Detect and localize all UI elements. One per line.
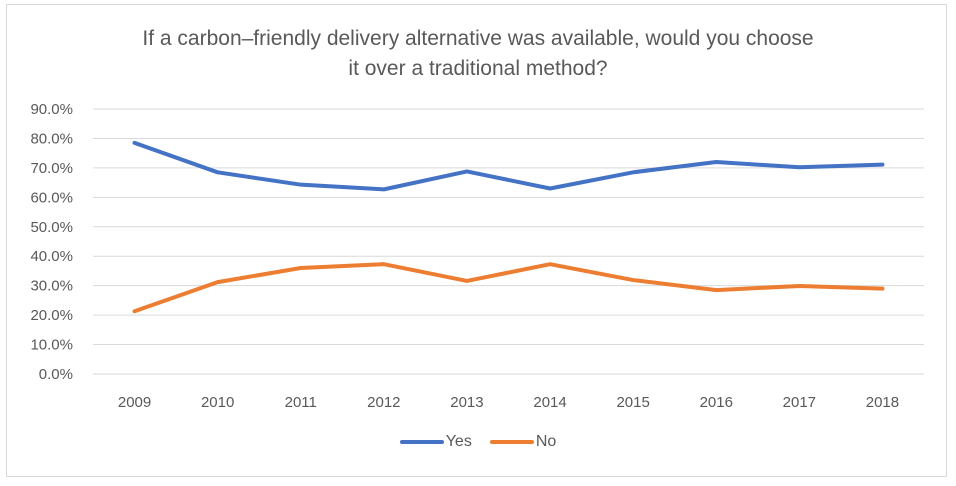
y-tick-label: 70.0% xyxy=(30,160,73,177)
x-tick-label: 2010 xyxy=(201,394,234,411)
y-tick-label: 50.0% xyxy=(30,219,73,236)
y-tick-label: 60.0% xyxy=(30,189,73,206)
legend: Yes No xyxy=(0,433,956,451)
y-tick-label: 30.0% xyxy=(30,278,73,295)
legend-label-no: No xyxy=(535,433,557,450)
series-line-no xyxy=(132,262,885,314)
x-tick-label: 2013 xyxy=(450,394,483,411)
y-tick-label: 0.0% xyxy=(39,366,73,383)
y-tick-label: 10.0% xyxy=(30,337,73,354)
series-lines xyxy=(132,140,885,314)
chart-title-line-1: If a carbon–friendly delivery alternativ… xyxy=(142,27,814,50)
legend-swatch-yes xyxy=(399,440,444,444)
legend-swatch-no xyxy=(489,440,534,444)
y-tick-label: 90.0% xyxy=(30,101,73,118)
gridlines xyxy=(93,108,924,375)
x-tick-label: 2015 xyxy=(616,394,649,411)
x-tick-label: 2012 xyxy=(367,394,400,411)
x-tick-label: 2009 xyxy=(118,394,151,411)
x-axis-ticks: 2009 2010 2011 2012 2013 2014 2015 2016 2017 2018 xyxy=(118,394,899,411)
legend-item-yes: Yes xyxy=(399,433,472,451)
x-tick-label: 2017 xyxy=(783,394,816,411)
y-tick-label: 80.0% xyxy=(30,130,73,147)
legend-label-yes: Yes xyxy=(445,433,472,450)
x-tick-label: 2016 xyxy=(700,394,733,411)
x-tick-label: 2014 xyxy=(533,394,566,411)
legend-item-no: No xyxy=(489,433,557,451)
chart-title-line-2: it over a traditional method? xyxy=(348,57,608,80)
chart-frame xyxy=(6,4,947,477)
series-line-yes xyxy=(132,140,885,192)
chart-title: If a carbon–friendly delivery alternativ… xyxy=(0,24,956,84)
x-tick-label: 2011 xyxy=(285,394,317,411)
y-axis-ticks: 0.0% 10.0% 20.0% 30.0% 40.0% 50.0% 60.0% 70.0% 8… xyxy=(30,101,73,383)
y-tick-label: 40.0% xyxy=(30,248,73,265)
y-tick-label: 20.0% xyxy=(30,307,73,324)
x-tick-label: 2018 xyxy=(866,394,899,411)
